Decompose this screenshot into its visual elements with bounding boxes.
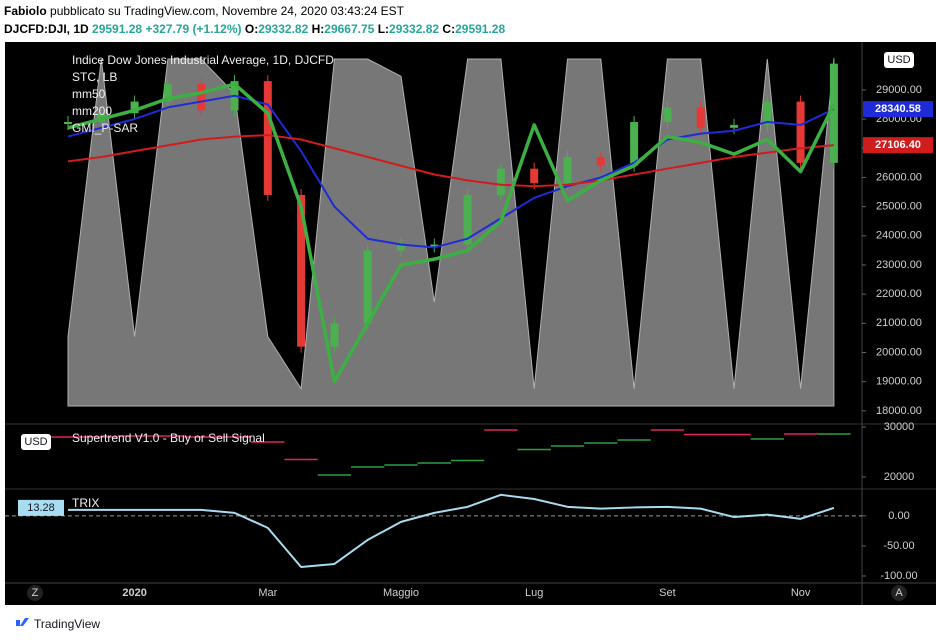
x-tick-label: 2020: [122, 587, 146, 599]
symbol-line: DJCFD:DJI, 1D 29591.28 +327.79 (+1.12%) …: [4, 22, 505, 36]
charts: 18000.00 19000.00 20000.00 21000.00 22000.00…: [5, 52, 933, 599]
button-label[interactable]: A: [895, 587, 903, 599]
button-label[interactable]: Z: [32, 587, 39, 599]
y-tick-label: -50.00: [883, 540, 914, 552]
button[interactable]: [891, 585, 907, 601]
price-label-box: [863, 137, 933, 154]
candle: [363, 250, 372, 324]
currency: USD: [24, 436, 47, 448]
y-tick-label: 30000: [884, 421, 915, 433]
pane-title: Supertrend V1.0 - Buy or Sell Signal: [72, 431, 265, 445]
x-tick-label: Lug: [525, 587, 543, 599]
series-line: [68, 493, 835, 568]
brand-logo: [8, 618, 29, 626]
change: +327.79 (+1.12%): [145, 22, 241, 36]
series-line: [67, 94, 835, 249]
candle: [563, 157, 572, 184]
currency-badge: [21, 434, 51, 450]
candle: [163, 84, 172, 102]
y-tick-label: 20000.00: [876, 346, 922, 358]
pane-title: TRIX: [72, 496, 99, 510]
legend-entry: STC, LB: [72, 70, 117, 84]
y-tick-label: 22000.00: [876, 288, 922, 300]
button[interactable]: [27, 585, 43, 601]
series-line: [67, 82, 836, 384]
c-value: 29591.28: [455, 22, 505, 36]
y-tick-label: 24000.00: [876, 230, 922, 242]
last-label: 13.28: [27, 502, 55, 514]
candle: [463, 194, 472, 245]
candle: [430, 244, 439, 247]
last-label-box: [18, 499, 64, 516]
x-tick-label: Set: [659, 587, 676, 599]
price-label: 27106.40: [875, 139, 921, 151]
header-line: Fabiolo pubblicato su TradingView.com, N…: [4, 4, 405, 18]
price-label-box: [863, 101, 933, 118]
candle: [730, 124, 738, 128]
candle: [330, 323, 339, 347]
header-bg: [0, 0, 936, 42]
author: Fabiolo: [4, 4, 47, 18]
candle: [130, 101, 139, 114]
y-tick-label: 26000.00: [876, 171, 922, 183]
price-label: 28340.58: [875, 103, 921, 115]
y-tick-label: -100.00: [880, 570, 917, 582]
pane-title: Indice Dow Jones Industrial Average, 1D,…: [72, 53, 334, 67]
candle: [263, 81, 272, 195]
h-value: 29667.75: [324, 22, 374, 36]
candle: [663, 107, 672, 122]
candle: [630, 121, 639, 166]
c-label: C:: [442, 22, 455, 36]
brand: TradingView: [34, 617, 100, 631]
y-tick-label: 0.00: [888, 510, 909, 522]
last-price: 29591.28: [92, 22, 142, 36]
series-line: [67, 134, 834, 188]
x-tick-label: Mar: [258, 587, 277, 599]
y-tick-label: 19000.00: [876, 376, 922, 388]
l-label: L:: [378, 22, 389, 36]
legend-entry: mm50: [72, 87, 106, 101]
candle: [829, 63, 838, 163]
x-tick-label: Maggio: [383, 587, 419, 599]
y-tick-label: 25000.00: [876, 201, 922, 213]
stc-area: [67, 58, 835, 407]
y-tick-label: 18000.00: [876, 405, 922, 417]
candle: [596, 157, 605, 166]
candle: [297, 194, 306, 347]
candle: [397, 244, 405, 251]
published: pubblicato su TradingView.com, Novembre …: [50, 4, 405, 18]
y-tick-label: 23000.00: [876, 259, 922, 271]
legend-entry: GMI_P-SAR: [72, 121, 138, 135]
y-tick-label: 20000: [884, 471, 915, 483]
y-tick-label: 21000.00: [876, 317, 922, 329]
candle: [796, 101, 805, 163]
symbol: DJCFD:DJI, 1D: [4, 22, 89, 36]
candle: [197, 84, 206, 111]
candle: [763, 101, 772, 125]
candle: [530, 168, 539, 184]
l-value: 29332.82: [389, 22, 439, 36]
currency: USD: [887, 54, 910, 66]
candle: [496, 168, 505, 195]
x-tick-label: Nov: [791, 587, 811, 599]
o-label: O:: [245, 22, 258, 36]
candle: [64, 121, 72, 124]
currency-badge: [884, 52, 914, 68]
candle: [696, 107, 705, 128]
o-value: 29332.82: [258, 22, 308, 36]
legend-entry: mm200: [72, 104, 112, 118]
h-label: H:: [312, 22, 325, 36]
y-tick-label: 29000.00: [876, 84, 922, 96]
